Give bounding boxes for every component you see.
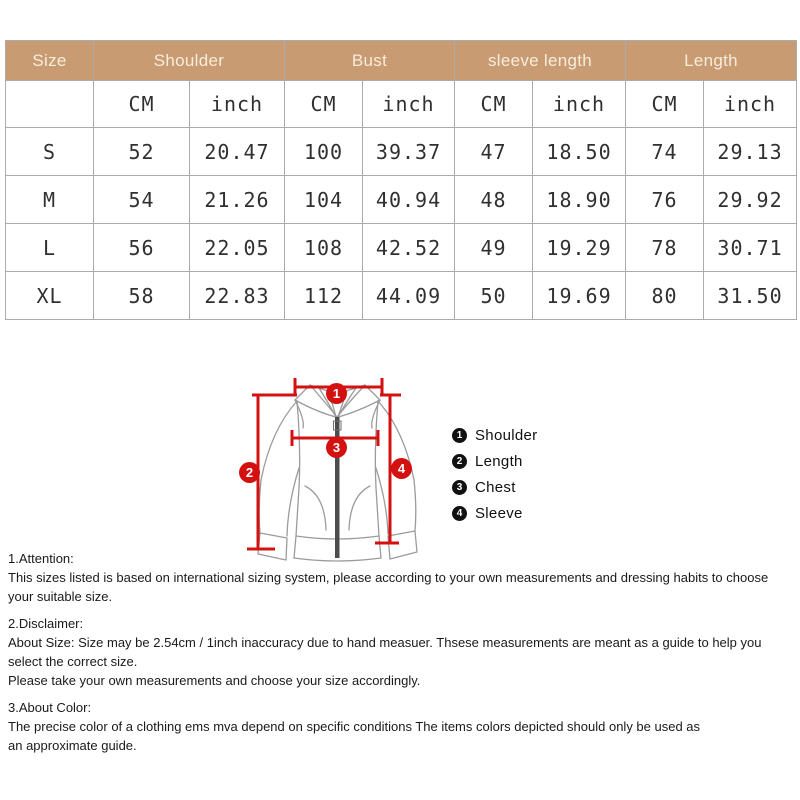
- cell: 39.37: [362, 127, 456, 176]
- cell: 104: [284, 175, 364, 224]
- note-heading: 2.Disclaimer:: [8, 616, 84, 631]
- cell: 44.09: [362, 271, 456, 320]
- cell: 47: [454, 127, 534, 176]
- note-line: an approximate guide.: [8, 738, 137, 753]
- unit-inch: inch: [362, 80, 456, 128]
- unit-cm: CM: [284, 80, 364, 128]
- header-length: Length: [625, 40, 798, 81]
- note-heading: 1.Attention:: [8, 551, 74, 566]
- header-shoulder: Shoulder: [92, 40, 286, 81]
- hoodie-line-art: [247, 378, 418, 562]
- unit-inch: inch: [188, 80, 286, 128]
- legend-label: Length: [475, 452, 523, 470]
- zipper: [333, 417, 342, 558]
- cell: 20.47: [188, 127, 286, 176]
- cell: 22.83: [188, 271, 286, 320]
- cell: 100: [284, 127, 364, 176]
- size-label: M: [5, 175, 94, 224]
- header-bust: Bust: [284, 40, 456, 81]
- note-line: Please take your own measurements and ch…: [8, 673, 421, 688]
- cell: 19.29: [532, 223, 627, 272]
- cell: 18.50: [532, 127, 627, 176]
- size-label: L: [5, 223, 94, 272]
- cell: 29.92: [703, 175, 798, 224]
- legend-item-chest: 3 Chest: [452, 474, 537, 500]
- cell: 58: [93, 271, 190, 320]
- cell: 49: [454, 223, 534, 272]
- measurement-legend: 1 Shoulder 2 Length 3 Chest 4 Sleeve: [452, 422, 537, 526]
- unit-inch: inch: [532, 80, 627, 128]
- legend-item-shoulder: 1 Shoulder: [452, 422, 537, 448]
- cell: 19.69: [532, 271, 627, 320]
- cell: 80: [625, 271, 705, 320]
- cell: 52: [93, 127, 190, 176]
- footnotes: 1.Attention: This sizes listed is based …: [8, 549, 794, 763]
- legend-label: Shoulder: [475, 426, 538, 444]
- legend-number-icon: 3: [452, 479, 467, 495]
- note-line: This sizes listed is based on internatio…: [8, 570, 769, 604]
- table-header-row: Size Shoulder Bust sleeve length Length: [5, 40, 798, 81]
- size-label: XL: [5, 271, 94, 320]
- unit-inch: inch: [703, 80, 798, 128]
- note-disclaimer: 2.Disclaimer: About Size: Size may be 2.…: [8, 614, 794, 690]
- cell: 21.26: [188, 175, 286, 224]
- legend-item-sleeve: 4 Sleeve: [452, 500, 537, 526]
- cell: 74: [625, 127, 705, 176]
- cell: 50: [454, 271, 534, 320]
- cell: 48: [454, 175, 534, 224]
- cell: 108: [284, 223, 364, 272]
- cell: 29.13: [703, 127, 798, 176]
- marker-4-sleeve: 4: [391, 458, 412, 479]
- hoodie-measurement-diagram: 1 2 3 4: [225, 368, 465, 568]
- size-label: S: [5, 127, 94, 176]
- marker-2-length: 2: [239, 462, 260, 483]
- header-sleeve-length: sleeve length: [454, 40, 627, 81]
- cell: 56: [93, 223, 190, 272]
- size-table: Size Shoulder Bust sleeve length Length …: [5, 40, 798, 320]
- legend-label: Sleeve: [475, 504, 523, 522]
- note-attention: 1.Attention: This sizes listed is based …: [8, 549, 794, 606]
- unit-empty-cell: [5, 80, 94, 128]
- marker-1-shoulder: 1: [326, 383, 347, 404]
- cell: 78: [625, 223, 705, 272]
- legend-number-icon: 1: [452, 427, 467, 443]
- note-line: About Size: Size may be 2.54cm / 1inch i…: [8, 635, 762, 669]
- table-unit-row: CM inch CM inch CM inch CM inch: [5, 80, 798, 128]
- table-row: M 54 21.26 104 40.94 48 18.90 76 29.92: [5, 175, 798, 224]
- note-about-color: 3.About Color: The precise color of a cl…: [8, 698, 794, 755]
- legend-number-icon: 2: [452, 453, 467, 469]
- table-row: XL 58 22.83 112 44.09 50 19.69 80 31.50: [5, 271, 798, 320]
- header-size: Size: [5, 40, 94, 81]
- marker-3-chest: 3: [326, 437, 347, 458]
- cell: 22.05: [188, 223, 286, 272]
- cell: 112: [284, 271, 364, 320]
- legend-label: Chest: [475, 478, 516, 496]
- cell: 30.71: [703, 223, 798, 272]
- note-heading: 3.About Color:: [8, 700, 92, 715]
- cell: 31.50: [703, 271, 798, 320]
- unit-cm: CM: [454, 80, 534, 128]
- unit-cm: CM: [93, 80, 190, 128]
- cell: 18.90: [532, 175, 627, 224]
- cell: 42.52: [362, 223, 456, 272]
- legend-number-icon: 4: [452, 505, 467, 521]
- table-row: L 56 22.05 108 42.52 49 19.29 78 30.71: [5, 223, 798, 272]
- cell: 54: [93, 175, 190, 224]
- table-row: S 52 20.47 100 39.37 47 18.50 74 29.13: [5, 127, 798, 176]
- unit-cm: CM: [625, 80, 705, 128]
- legend-item-length: 2 Length: [452, 448, 537, 474]
- note-line: The precise color of a clothing ems mva …: [8, 719, 701, 734]
- cell: 40.94: [362, 175, 456, 224]
- cell: 76: [625, 175, 705, 224]
